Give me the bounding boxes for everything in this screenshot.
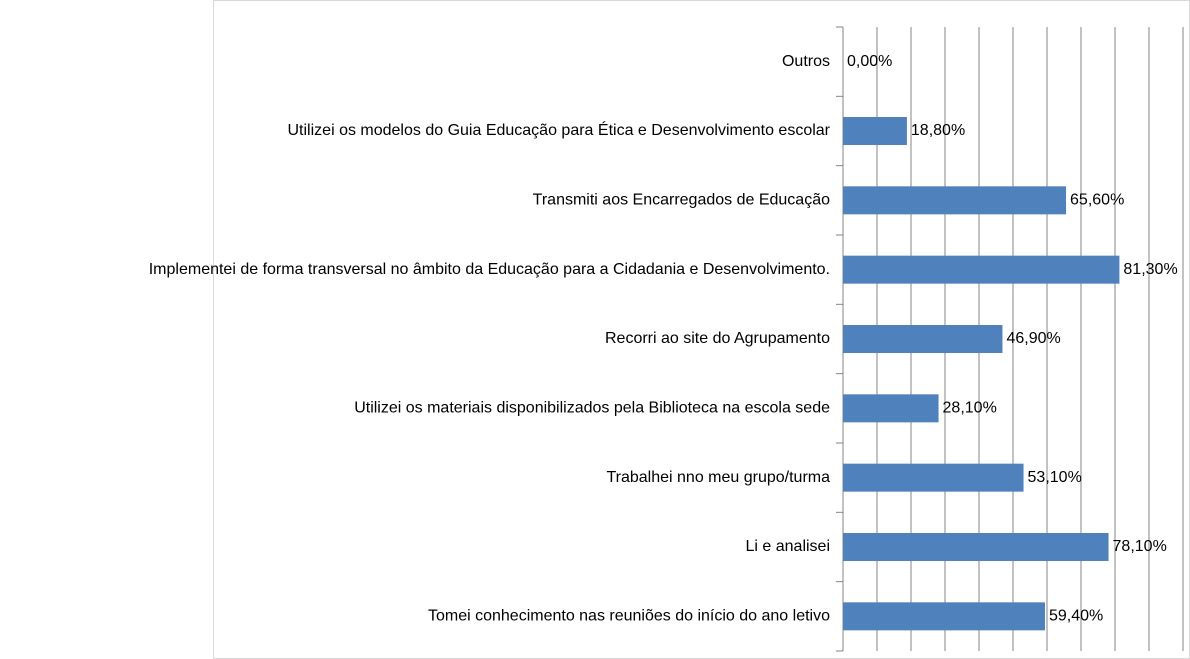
- y-tick-label: Tomei conhecimento nas reuniões do iníci…: [428, 608, 830, 625]
- bar: [843, 463, 1024, 492]
- value-label: 78,10%: [1113, 538, 1167, 555]
- y-tick-label: Utilizei os materiais disponibilizados p…: [354, 400, 830, 417]
- y-tick-label: Utilizei os modelos do Guia Educação par…: [288, 120, 831, 139]
- value-label: 53,10%: [1028, 469, 1082, 486]
- value-label: 18,80%: [911, 122, 965, 139]
- y-tick-label: Transmiti aos Encarregados de Educação: [533, 192, 830, 209]
- bar: [843, 255, 1120, 284]
- value-label: 81,30%: [1123, 261, 1177, 278]
- y-tick-label: Implementei de forma transversal no âmbi…: [149, 261, 830, 278]
- y-tick-label: Recorri ao site do Agrupamento: [605, 330, 830, 347]
- y-tick-label: Trabalhei nno meu grupo/turma: [606, 469, 830, 486]
- value-label: 59,40%: [1049, 608, 1103, 625]
- value-label: 46,90%: [1006, 330, 1060, 347]
- bar: [843, 602, 1045, 631]
- bar: [843, 117, 907, 145]
- bar: [843, 186, 1067, 215]
- bar: [843, 394, 939, 423]
- y-tick-label: Outros: [782, 53, 830, 70]
- y-tick-label: Li e analisei: [746, 538, 831, 555]
- bar: [843, 533, 1109, 561]
- value-label: 0,00%: [847, 53, 892, 70]
- value-label: 65,60%: [1070, 192, 1124, 209]
- value-label: 28,10%: [943, 400, 997, 417]
- bar: [843, 325, 1003, 353]
